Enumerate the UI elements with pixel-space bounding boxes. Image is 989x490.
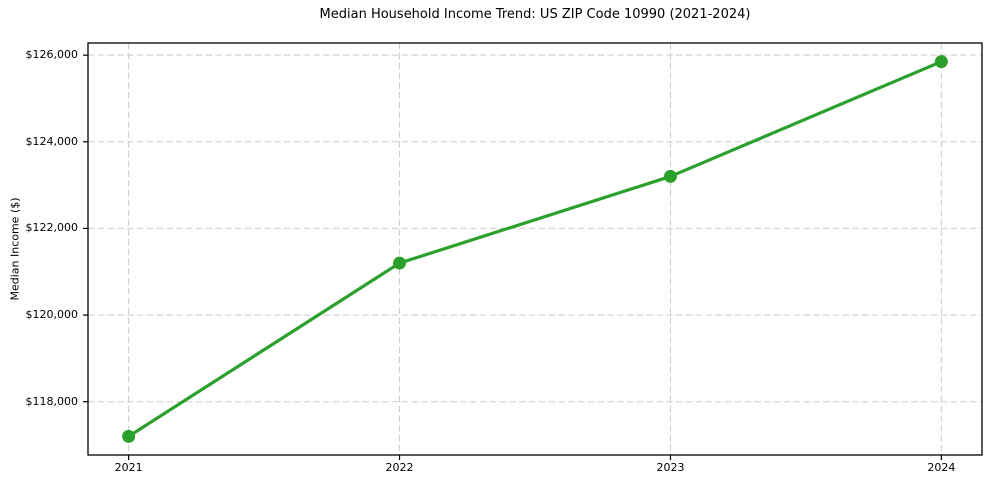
x-tick-label: 2024 <box>927 461 956 474</box>
y-tick-label: $124,000 <box>25 134 79 148</box>
data-point-marker <box>393 256 407 270</box>
y-tick-label: $120,000 <box>25 308 79 322</box>
data-point-marker <box>122 429 136 443</box>
plot-frame <box>87 42 983 456</box>
x-tick-label: 2022 <box>385 461 414 474</box>
y-tick-label: $126,000 <box>25 48 79 62</box>
x-tick-label: 2023 <box>656 461 685 474</box>
trend-line <box>127 60 943 438</box>
y-tick-label: $122,000 <box>25 221 79 235</box>
chart-title: Median Household Income Trend: US ZIP Co… <box>319 7 751 22</box>
data-point-marker <box>663 169 677 183</box>
y-tick-label: $118,000 <box>25 394 79 408</box>
x-tick-label: 2021 <box>114 461 143 474</box>
data-point-marker <box>934 55 948 69</box>
